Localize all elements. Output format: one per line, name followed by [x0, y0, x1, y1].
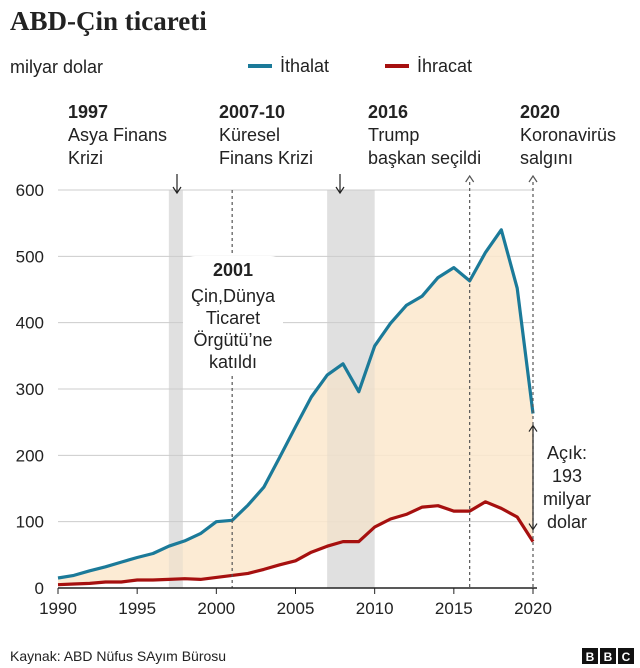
x-tick-label: 2015 [435, 599, 473, 618]
axes: 0 100 200 300 400 500 600 1990 1995 2000 2005 2010 2… [16, 181, 552, 618]
exports-line [57, 500, 535, 587]
annotation-text: Krizi [68, 148, 103, 168]
arrow-2007-head [335, 186, 345, 195]
arrow-1997-head [172, 186, 182, 195]
legend-label-exports: İhracat [417, 56, 472, 76]
x-tick-label: 2010 [356, 599, 394, 618]
annotation-year: 2016 [368, 102, 408, 122]
unit-label: milyar dolar [10, 57, 103, 77]
annotation-year: 1997 [68, 102, 108, 122]
trade-gap-area [58, 229, 533, 585]
shaded-overlay [168, 190, 183, 588]
shaded-overlay [327, 190, 375, 588]
annotation-text: Ticaret [206, 308, 260, 328]
annotation-2001-bg [183, 256, 283, 374]
annotation-text: Örgütü’ne [193, 330, 272, 350]
chart-title: ABD-Çin ticareti [10, 6, 207, 36]
svg-text:C: C [622, 650, 631, 664]
gap-arrow-head-top [528, 424, 538, 432]
arrowhead-2016 [465, 174, 475, 183]
annotation-text: Finans Krizi [219, 148, 313, 168]
annotation-text: Çin,Dünya [191, 286, 276, 306]
svg-text:B: B [604, 650, 613, 664]
annotation-year: 2020 [520, 102, 560, 122]
y-tick-label: 0 [35, 579, 44, 598]
bbc-logo: B B C [582, 648, 634, 664]
gap-label: 193 [552, 466, 582, 486]
annotation-year: 2007-10 [219, 102, 285, 122]
y-tick-label: 100 [16, 513, 44, 532]
source-note: Kaynak: ABD Nüfus SAyım Bürosu [10, 648, 226, 664]
y-tick-label: 300 [16, 380, 44, 399]
annotation-text: Küresel [219, 125, 280, 145]
annotation-year: 2001 [213, 260, 253, 280]
gap-arrow-head-bottom [528, 523, 538, 531]
y-tick-label: 500 [16, 247, 44, 266]
annotation-text: başkan seçildi [368, 148, 481, 168]
x-tick-label: 1990 [39, 599, 77, 618]
gap-label: dolar [547, 512, 587, 532]
svg-text:B: B [586, 650, 595, 664]
annotations: 1997 Asya Finans Krizi 2007-10 Küresel Finans… [68, 102, 616, 588]
gap-area [58, 190, 533, 588]
y-tick-label: 400 [16, 314, 44, 333]
annotation-text: Trump [368, 125, 419, 145]
x-tick-label: 2000 [197, 599, 235, 618]
x-tick-label: 2020 [514, 599, 552, 618]
arrowhead-2020 [528, 174, 538, 183]
imports-line [57, 228, 535, 580]
gap-label: Açık: [547, 443, 587, 463]
annotation-text: Koronavirüs [520, 125, 616, 145]
x-tick-label: 1995 [118, 599, 156, 618]
gap-label: milyar [543, 489, 591, 509]
annotation-text: salgını [520, 148, 573, 168]
x-tick-label: 2005 [277, 599, 315, 618]
y-tick-label: 600 [16, 181, 44, 200]
series-lines [57, 228, 535, 587]
y-tick-label: 200 [16, 446, 44, 465]
legend-label-imports: İthalat [280, 56, 329, 76]
annotation-text: katıldı [209, 352, 257, 372]
annotation-text: Asya Finans [68, 125, 167, 145]
